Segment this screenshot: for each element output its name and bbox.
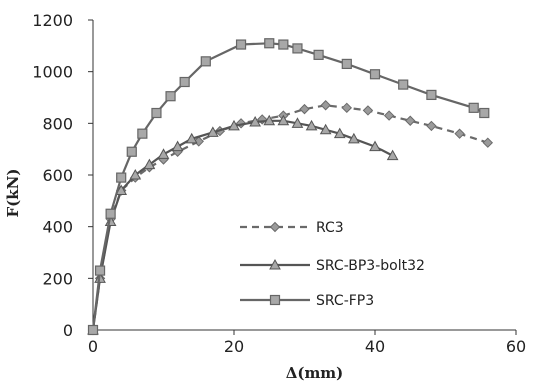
data-point — [341, 102, 353, 114]
x-tick-label: 0 — [88, 337, 98, 356]
data-point — [278, 39, 289, 50]
legend-item: RC3 — [240, 220, 344, 236]
data-point — [126, 146, 137, 157]
x-tick-label: 40 — [365, 337, 385, 356]
legend-swatch-marker — [269, 221, 281, 233]
legend-label: SRC-FP3 — [316, 293, 374, 309]
data-point — [151, 107, 162, 119]
y-tick-label: 400 — [42, 218, 73, 237]
series-triangle — [87, 114, 399, 335]
legend-item: SRC-FP3 — [240, 293, 374, 309]
data-point — [482, 137, 494, 148]
legend-swatch-marker — [269, 294, 281, 306]
data-point — [129, 168, 142, 180]
data-point — [405, 115, 416, 126]
y-tick-label: 1200 — [32, 11, 73, 30]
y-tick-label: 800 — [42, 114, 73, 133]
series-line — [91, 104, 489, 331]
data-point — [383, 110, 395, 121]
data-point — [171, 140, 184, 152]
legend-item: SRC-BP3-bolt32 — [240, 258, 425, 274]
data-point — [87, 324, 99, 336]
x-tick-label: 20 — [224, 337, 244, 356]
data-point — [333, 127, 346, 139]
data-point — [454, 128, 465, 139]
data-point — [299, 103, 310, 115]
legend-label: RC3 — [316, 220, 344, 236]
y-axis-title: F(kN) — [4, 169, 22, 218]
data-point — [468, 102, 479, 113]
data-point — [386, 149, 399, 161]
x-tick-label: 60 — [506, 337, 526, 356]
data-point — [320, 100, 331, 111]
y-tick-label: 200 — [42, 269, 73, 288]
series-layer — [87, 38, 494, 336]
legend-swatch-marker — [269, 258, 281, 270]
data-point — [105, 208, 116, 219]
legend: RC3 SRC-BP3-bolt32 SRC-FP3 — [240, 220, 425, 309]
data-point — [116, 172, 127, 183]
axes — [92, 20, 516, 331]
legend-label: SRC-BP3-bolt32 — [316, 258, 425, 274]
data-point — [291, 117, 304, 128]
data-point — [292, 43, 303, 54]
data-point — [228, 119, 240, 131]
data-point — [193, 136, 204, 147]
data-point — [157, 148, 170, 159]
data-point — [479, 107, 490, 119]
data-point — [313, 49, 324, 60]
x-ticks: 0 20 40 60 — [88, 330, 526, 356]
data-point — [165, 91, 176, 102]
y-tick-label: 600 — [42, 166, 73, 185]
data-point — [369, 69, 381, 80]
data-point — [369, 140, 381, 152]
data-point — [200, 56, 211, 67]
data-point — [348, 132, 360, 144]
data-point — [207, 126, 219, 137]
y-tick-label: 0 — [63, 321, 73, 340]
data-point — [235, 39, 247, 50]
data-point — [398, 79, 409, 90]
data-point — [249, 116, 261, 127]
data-point — [426, 89, 437, 101]
y-tick-label: 1000 — [32, 63, 73, 82]
data-point — [263, 114, 276, 126]
data-point — [277, 114, 290, 126]
data-point — [137, 128, 148, 139]
x-axis-title: Δ(mm) — [286, 364, 344, 382]
data-point — [319, 123, 332, 135]
data-point — [94, 265, 106, 276]
series-line — [91, 42, 485, 331]
data-point — [305, 119, 318, 131]
data-point — [362, 105, 374, 116]
series-square — [87, 38, 490, 336]
data-point — [179, 76, 190, 88]
data-point — [426, 120, 437, 132]
y-ticks: 0 200 400 600 800 1000 1200 — [32, 11, 93, 340]
data-point — [143, 158, 156, 170]
data-point — [185, 132, 198, 144]
data-point — [341, 58, 352, 70]
data-point — [264, 38, 275, 49]
